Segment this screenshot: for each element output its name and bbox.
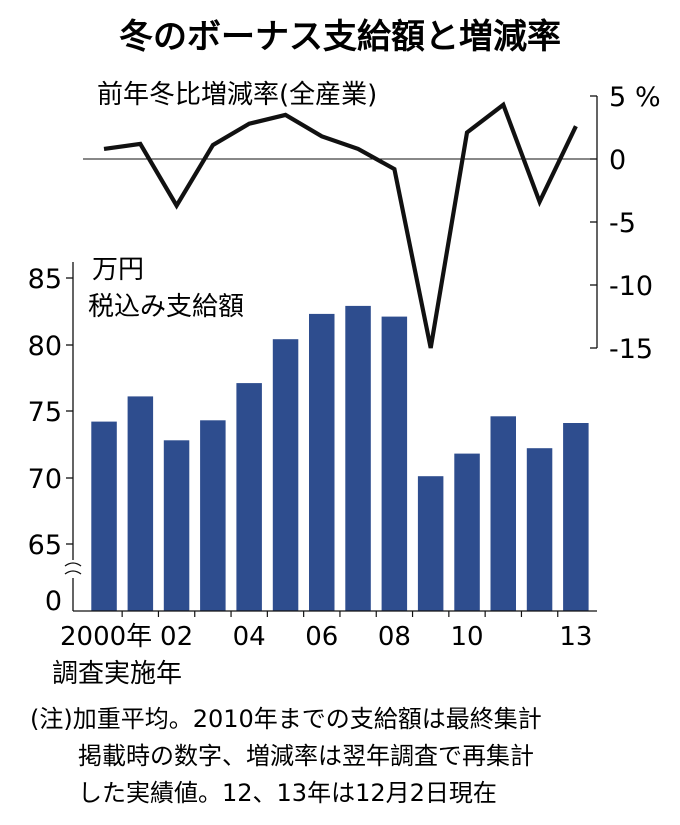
- bar-2009: [417, 476, 444, 611]
- rate-unit-label: %: [635, 82, 661, 113]
- bar-2006: [309, 313, 335, 611]
- bar-series: [91, 305, 589, 611]
- note-line-1: (注)加重平均。2010年までの支給額は最終集計: [30, 705, 542, 733]
- note-line-3: した実績値。12、13年は12月2日現在: [78, 779, 497, 807]
- bar-2007: [345, 305, 371, 611]
- year-axis-tick-label: 13: [559, 622, 592, 652]
- bar-2008: [381, 316, 408, 611]
- year-axis-tick-label: 06: [305, 622, 338, 652]
- bar-axis-tick-label: 80: [28, 331, 62, 362]
- rate-line-series: [103, 101, 578, 349]
- x-axis-caption: 調査実施年: [52, 659, 182, 689]
- year-axis: 2000年 02 04 06 08 10 13: [60, 611, 592, 652]
- chart-title: 冬のボーナス支給額と増減率: [119, 17, 561, 57]
- bar-axis-tick-label: 0: [45, 586, 62, 617]
- rate-axis-tick-label: -15: [609, 334, 653, 365]
- bar-2011: [490, 416, 516, 611]
- bar-2012: [526, 448, 553, 611]
- bar-axis-tick-label: 85: [28, 264, 62, 295]
- bar-2003: [200, 420, 226, 611]
- bar-2000: [91, 421, 117, 611]
- rate-axis-tick-label: 5: [609, 82, 626, 113]
- bar-axis-tick-label: 75: [28, 397, 62, 428]
- bar-2001: [127, 396, 154, 611]
- bar-axis-tick-label: 65: [28, 530, 62, 561]
- bar-2002: [163, 440, 190, 611]
- bar-2010: [454, 453, 480, 611]
- bar-unit-label: 万円: [92, 255, 144, 285]
- year-axis-tick-label: 2000年: [60, 622, 152, 652]
- bar-series-label: 税込み支給額: [88, 292, 244, 322]
- bar-2004: [236, 383, 262, 611]
- rate-axis-tick-label: -5: [609, 208, 636, 239]
- bar-2005: [272, 339, 299, 611]
- rate-axis: 5 % 0 -5 -10 -15: [83, 82, 661, 365]
- year-axis-tick-label: 08: [378, 622, 411, 652]
- year-axis-tick-label: 02: [160, 622, 193, 652]
- axis-break-mark: [64, 562, 82, 575]
- bar-axis-tick-label: 70: [28, 464, 62, 495]
- rate-axis-tick-label: 0: [609, 145, 626, 176]
- rate-line: [103, 101, 578, 349]
- bar-value-axis: 85 80 75 70 65 0: [28, 262, 597, 617]
- line-series-label: 前年冬比増減率(全産業): [97, 80, 377, 110]
- rate-axis-tick-label: -10: [609, 271, 653, 302]
- year-axis-tick-label: 04: [233, 622, 266, 652]
- bar-2013: [563, 423, 589, 611]
- year-axis-tick-label: 10: [450, 622, 483, 652]
- note-line-2: 掲載時の数字、増減率は翌年調査で再集計: [78, 742, 534, 770]
